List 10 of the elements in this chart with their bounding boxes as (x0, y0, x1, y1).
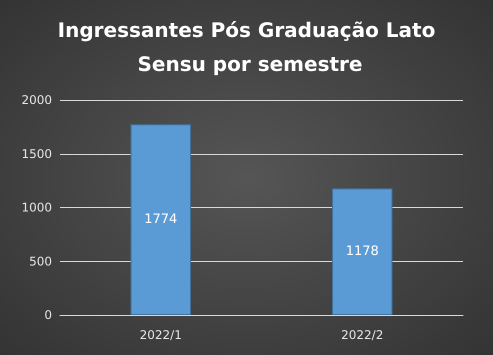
data-label: 1774 (144, 212, 178, 228)
y-tick-label: 1000 (21, 200, 52, 214)
y-tick-label: 0 (44, 308, 52, 322)
chart-title: Ingressantes Pós Graduação Lato Sensu por semestre (58, 18, 436, 76)
data-label: 1178 (346, 244, 379, 260)
y-tick-label: 1500 (21, 146, 52, 161)
y-tick-label: 2000 (21, 93, 52, 107)
y-tick-label: 500 (29, 254, 52, 268)
x-tick-label: 2022/2 (341, 328, 384, 342)
x-tick-label: 2022/1 (140, 328, 182, 342)
